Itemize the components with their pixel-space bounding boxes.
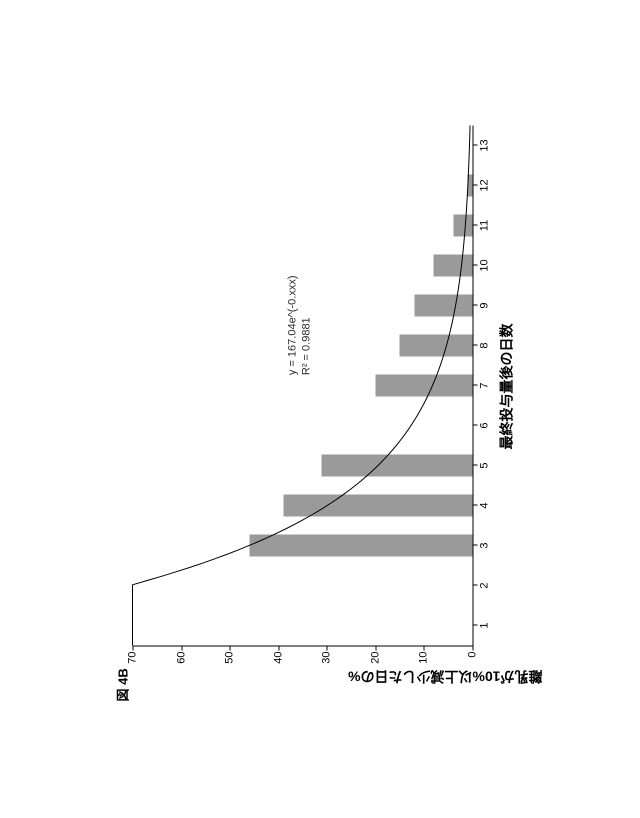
equation-line: y = 167.04e^(-0.xxx) [286, 275, 300, 375]
x-axis-title: 最終投与量後の日数 [497, 324, 517, 450]
y-tick-label: 60 [175, 646, 187, 664]
y-tick-label: 0 [467, 646, 479, 658]
y-tick-label: 10 [418, 646, 430, 664]
x-tick-label: 10 [479, 259, 491, 271]
r-squared-line: R² = 0.9881 [300, 275, 314, 375]
x-tick-label: 6 [479, 422, 491, 428]
y-axis-title: 離乳が10%以上減少した日の% [348, 667, 542, 687]
x-tick-label: 13 [479, 139, 491, 151]
y-tick-label: 20 [369, 646, 381, 664]
x-tick-label: 9 [479, 302, 491, 308]
x-tick-label: 12 [479, 179, 491, 191]
rotated-chart-wrapper: 図 4B 01020304050607012345678910111213y =… [123, 117, 518, 702]
y-tick-label: 50 [224, 646, 236, 664]
x-tick-label: 3 [479, 542, 491, 548]
x-tick-label: 7 [479, 382, 491, 388]
x-tick-label: 11 [479, 220, 491, 231]
equation-box: y = 167.04e^(-0.xxx)R² = 0.9881 [286, 275, 315, 375]
chart-canvas: 図 4B 01020304050607012345678910111213y =… [123, 117, 518, 702]
x-tick-label: 4 [479, 502, 491, 508]
y-tick-label: 40 [272, 646, 284, 664]
plot-area: 01020304050607012345678910111213y = 167.… [133, 126, 474, 647]
x-tick-label: 2 [479, 582, 491, 588]
x-tick-label: 5 [479, 462, 491, 468]
x-tick-label: 1 [479, 622, 491, 628]
y-tick-label: 70 [127, 646, 139, 664]
y-tick-label: 30 [321, 646, 333, 664]
fit-curve [133, 126, 473, 646]
x-tick-label: 8 [479, 342, 491, 348]
figure-label: 図 4B [113, 668, 132, 701]
page: 図 4B 01020304050607012345678910111213y =… [0, 0, 640, 818]
